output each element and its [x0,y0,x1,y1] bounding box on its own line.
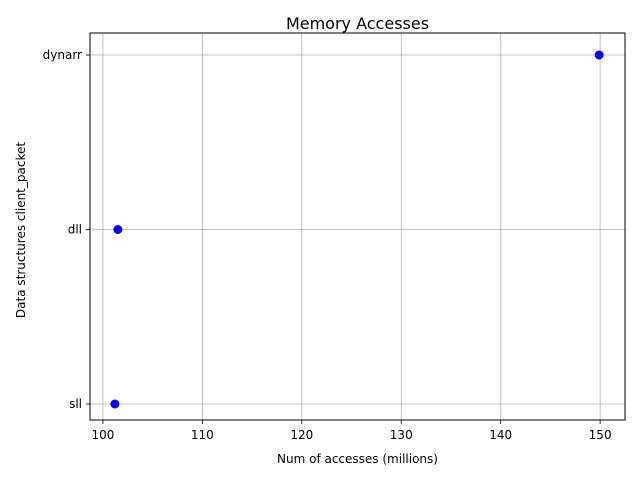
x-tick-label: 100 [91,428,114,442]
y-tick-label: dynarr [43,48,82,62]
y-axis-label: Data structures client_packet [14,142,28,318]
x-tick-label: 140 [489,428,512,442]
data-point-sll [110,399,120,409]
data-point-dynarr [594,50,604,60]
data-points [110,50,604,409]
grid-lines [90,33,625,420]
data-point-dll [113,225,123,234]
x-tick-label: 130 [390,428,413,442]
x-axis-label: Num of accesses (millions) [277,452,438,466]
plot-area-frame [89,32,626,421]
x-tick-label: 110 [191,428,214,442]
x-tick-label: 150 [589,428,612,442]
x-tick-label: 120 [290,428,313,442]
axis-ticks: 100 110 120 130 140 150 sll dll dynarr [43,48,612,442]
y-tick-label: dll [68,223,82,237]
y-tick-label: sll [69,397,82,411]
chart-title: Memory Accesses [286,14,429,33]
